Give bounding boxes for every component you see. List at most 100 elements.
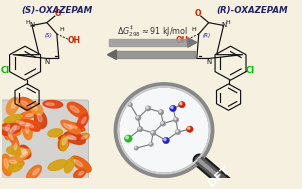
Ellipse shape [7, 146, 22, 155]
Ellipse shape [4, 115, 22, 123]
Text: N: N [206, 59, 211, 65]
Ellipse shape [22, 149, 26, 154]
Circle shape [170, 105, 176, 112]
Polygon shape [108, 50, 116, 59]
Text: Cl: Cl [1, 66, 10, 75]
Ellipse shape [1, 154, 12, 176]
Ellipse shape [48, 160, 67, 170]
Circle shape [174, 118, 176, 120]
Ellipse shape [68, 125, 77, 128]
Ellipse shape [17, 147, 30, 160]
Ellipse shape [16, 121, 24, 123]
Ellipse shape [23, 121, 32, 140]
Circle shape [149, 142, 153, 146]
Ellipse shape [13, 126, 19, 130]
Ellipse shape [37, 114, 42, 122]
Circle shape [136, 116, 138, 118]
Text: (R): (R) [203, 33, 211, 38]
Ellipse shape [79, 171, 84, 175]
Ellipse shape [4, 159, 8, 168]
Ellipse shape [16, 120, 40, 129]
Circle shape [163, 137, 169, 144]
Circle shape [124, 135, 132, 142]
Circle shape [187, 126, 193, 132]
Circle shape [129, 103, 130, 105]
Ellipse shape [8, 132, 13, 140]
Text: N: N [221, 22, 226, 29]
Circle shape [180, 102, 182, 105]
Ellipse shape [67, 136, 75, 139]
Circle shape [188, 127, 190, 129]
Circle shape [134, 146, 138, 150]
Text: $\Delta G^{\ddag}_{298} \approx 91$ kJ/mol: $\Delta G^{\ddag}_{298} \approx 91$ kJ/m… [117, 23, 188, 39]
Ellipse shape [43, 101, 63, 108]
Ellipse shape [18, 98, 37, 112]
Text: Cl: Cl [246, 66, 255, 75]
Ellipse shape [77, 114, 88, 129]
Circle shape [173, 117, 179, 122]
FancyBboxPatch shape [0, 100, 88, 180]
Ellipse shape [34, 111, 47, 128]
Text: DFT: DFT [206, 165, 231, 189]
Circle shape [160, 121, 166, 126]
Circle shape [138, 127, 140, 129]
Circle shape [135, 147, 136, 148]
Circle shape [146, 106, 151, 111]
Ellipse shape [11, 125, 16, 133]
Ellipse shape [59, 134, 77, 141]
Ellipse shape [33, 168, 39, 175]
Circle shape [176, 130, 178, 132]
Ellipse shape [81, 136, 87, 139]
Ellipse shape [63, 123, 72, 129]
Ellipse shape [27, 123, 34, 127]
Text: O: O [194, 9, 201, 18]
Circle shape [146, 107, 148, 108]
Ellipse shape [71, 156, 91, 172]
Ellipse shape [67, 102, 88, 118]
Ellipse shape [66, 122, 85, 131]
Ellipse shape [25, 125, 29, 133]
Text: (R)-OXAZEPAM: (R)-OXAZEPAM [217, 6, 288, 15]
Ellipse shape [21, 148, 26, 153]
Ellipse shape [2, 122, 12, 135]
Ellipse shape [19, 145, 31, 158]
Ellipse shape [6, 125, 10, 130]
Text: H: H [225, 20, 230, 25]
Ellipse shape [19, 112, 35, 119]
Circle shape [161, 122, 163, 124]
Ellipse shape [74, 169, 85, 179]
Ellipse shape [8, 162, 23, 172]
Circle shape [150, 130, 156, 136]
Text: O: O [55, 9, 61, 18]
Circle shape [136, 115, 141, 120]
Ellipse shape [30, 102, 43, 115]
Ellipse shape [24, 121, 40, 131]
Circle shape [126, 136, 128, 139]
Ellipse shape [14, 143, 17, 150]
Circle shape [178, 101, 185, 108]
Ellipse shape [9, 160, 17, 163]
Ellipse shape [21, 152, 28, 157]
Text: OH: OH [67, 36, 80, 45]
Ellipse shape [6, 123, 21, 133]
Ellipse shape [5, 122, 19, 139]
Text: H: H [26, 20, 31, 25]
Ellipse shape [48, 129, 63, 137]
Ellipse shape [60, 136, 68, 151]
Ellipse shape [61, 120, 80, 134]
Ellipse shape [11, 140, 19, 155]
Ellipse shape [46, 103, 54, 105]
Ellipse shape [11, 101, 17, 108]
Ellipse shape [27, 165, 41, 180]
Text: H: H [191, 27, 196, 32]
Ellipse shape [58, 136, 69, 150]
Ellipse shape [64, 132, 85, 144]
Ellipse shape [19, 123, 30, 126]
Text: N: N [44, 59, 50, 65]
Ellipse shape [13, 149, 30, 162]
Ellipse shape [14, 119, 32, 126]
Circle shape [175, 129, 181, 135]
Circle shape [128, 103, 133, 107]
Polygon shape [188, 38, 197, 47]
Circle shape [149, 143, 151, 144]
